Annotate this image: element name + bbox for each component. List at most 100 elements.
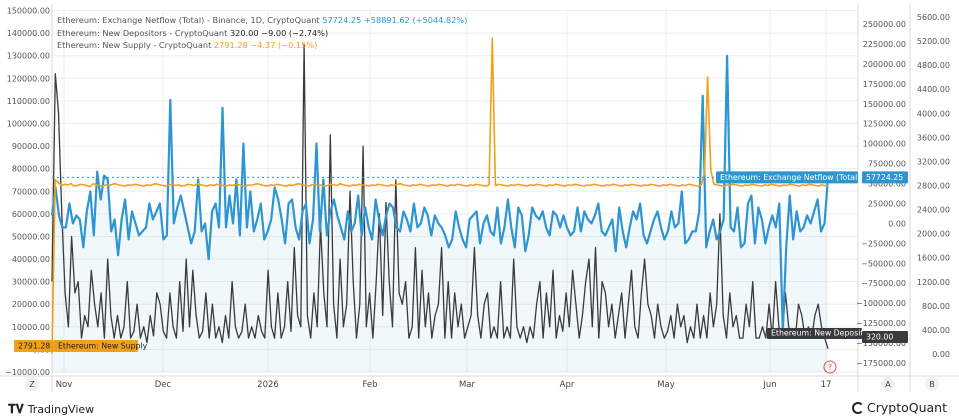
legend-change-depositors: −9.00 (−2.74%) [261, 27, 329, 38]
badge-depositors-label: Ethereum: New Depositors [767, 328, 876, 339]
right-tick-label: 2800.00 [917, 182, 950, 191]
right-tick-label: 3200.00 [917, 157, 950, 166]
x-tick-label: Mar [459, 380, 476, 390]
series-line-netflow[interactable] [50, 54, 830, 333]
x-tick-label: Feb [362, 380, 377, 390]
chart-legend: Ethereum: Exchange Netflow (Total) - Bin… [57, 14, 467, 52]
left-tick-label: 60000.00 [12, 210, 50, 219]
value-badges: Ethereum: Exchange Netflow (Total) ...57… [14, 171, 908, 352]
left-tick-label: −10000.00 [5, 368, 50, 377]
mid-tick-label: −100000.00 [856, 299, 906, 308]
right-tick-label: 1600.00 [917, 254, 950, 263]
left-tick-label: 30000.00 [12, 278, 50, 287]
legend-label-depositors: Ethereum: New Depositors - CryptoQuant [57, 27, 228, 38]
legend-row-depositors[interactable]: Ethereum: New Depositors - CryptoQuant 3… [57, 27, 467, 40]
legend-value-netflow: 57724.25 [322, 15, 362, 25]
left-tick-label: 120000.00 [7, 74, 50, 83]
legend-value-supply: 2791.28 [213, 40, 248, 50]
right-tick-label: 4800.00 [917, 61, 950, 70]
x-tick-label: 17 [821, 380, 832, 390]
zoom-button[interactable]: Z [25, 377, 39, 391]
badge-supply-value: 2791.28 [14, 340, 54, 352]
x-tick-label: Dec [155, 380, 172, 390]
left-tick-label: 80000.00 [12, 165, 50, 174]
right-tick-label: 5600.00 [917, 13, 950, 22]
mid-tick-label: 100000.00 [863, 140, 906, 149]
mid-tick-label: 150000.00 [863, 100, 906, 109]
mid-axis: 250000.00 225000.00 200000.00 175000.00 1500… [856, 20, 906, 368]
series-line-supply[interactable] [51, 37, 829, 355]
mid-tick-label: −150000.00 [856, 339, 906, 348]
left-tick-label: 140000.00 [7, 29, 50, 38]
left-tick-label: 20000.00 [12, 300, 50, 309]
help-icon[interactable]: ? [823, 360, 837, 374]
tradingview-icon: 𝐓𝐕 [8, 402, 24, 416]
right-tick-label: 4400.00 [917, 85, 950, 94]
mid-tick-label: −75000.00 [861, 279, 906, 288]
mid-tick-label: −175000.00 [856, 359, 906, 368]
mid-tick-label: 75000.00 [868, 160, 906, 169]
right-axis: 5600.00 5200.00 4800.00 4400.00 4000.00 3600.… [917, 13, 950, 359]
right-tick-label: 0.00 [932, 350, 950, 359]
right-tick-label: 800.00 [922, 302, 950, 311]
auto-scale-button-b[interactable]: B [925, 377, 939, 391]
svg-text:57724.25: 57724.25 [866, 173, 903, 182]
mid-tick-label: 250000.00 [863, 20, 906, 29]
svg-text:Ethereum: New Depositors: Ethereum: New Depositors [771, 329, 876, 338]
svg-text:Z: Z [29, 380, 35, 389]
legend-label-netflow: Ethereum: Exchange Netflow (Total) - Bin… [57, 15, 320, 25]
right-tick-label: 3600.00 [917, 133, 950, 142]
legend-row-supply[interactable]: Ethereum: New Supply - CryptoQuant 2791.… [57, 39, 467, 52]
legend-change-netflow: +58891.62 (+5044.82%) [363, 15, 468, 25]
svg-text:?: ? [828, 363, 832, 372]
mid-tick-label: 0.00 [888, 219, 906, 228]
svg-text:Ethereum: Exchange Netflow (To: Ethereum: Exchange Netflow (Total) ... [720, 173, 870, 182]
right-tick-label: 2400.00 [917, 206, 950, 215]
mid-tick-label: 50000.00 [868, 180, 906, 189]
auto-scale-button[interactable]: A [881, 377, 895, 391]
right-tick-label: 1200.00 [917, 278, 950, 287]
legend-row-netflow[interactable]: Ethereum: Exchange Netflow (Total) - Bin… [57, 14, 467, 27]
left-tick-label: 10000.00 [12, 323, 50, 332]
badge-supply-label: Ethereum: New Supply [54, 340, 148, 352]
mid-tick-label: −125000.00 [856, 319, 906, 328]
tradingview-label: TradingView [27, 403, 95, 416]
left-tick-label: 100000.00 [7, 119, 50, 128]
netflow-fill [52, 55, 828, 373]
mid-tick-label: 225000.00 [863, 40, 906, 49]
right-tick-label: 400.00 [922, 326, 950, 335]
left-tick-label: 70000.00 [12, 187, 50, 196]
svg-text:B: B [929, 380, 935, 389]
left-tick-label: 110000.00 [7, 97, 50, 106]
cryptoquant-label: CryptoQuant [867, 400, 947, 415]
x-tick-label: Nov [56, 380, 73, 390]
badge-depositors-value: 320.00 [862, 331, 908, 343]
legend-label-supply: Ethereum: New Supply - CryptoQuant [57, 40, 212, 50]
series-line-depositors[interactable] [51, 43, 829, 349]
chart-footer: Z A B? [25, 360, 939, 391]
x-axis: Nov Dec 2026 Feb Mar Apr May Jun 17 [56, 380, 832, 390]
mid-tick-label: 25000.00 [868, 199, 906, 208]
left-tick-label: 150000.00 [7, 7, 50, 16]
tradingview-logo[interactable]: 𝐓𝐕 TradingView [8, 402, 94, 417]
badge-netflow-value: 57724.25 [862, 171, 908, 184]
mid-tick-label: −50000.00 [861, 259, 906, 268]
svg-text:2791.28: 2791.28 [18, 342, 50, 351]
cryptoquant-logo[interactable]: CryptoQuant [852, 400, 947, 415]
svg-text:320.00: 320.00 [866, 333, 893, 342]
right-tick-label: 2000.00 [917, 230, 950, 239]
netflow-area [52, 55, 828, 373]
left-tick-label: 130000.00 [7, 52, 50, 61]
right-tick-label: 4000.00 [917, 109, 950, 118]
left-tick-label: 50000.00 [12, 232, 50, 241]
svg-text:A: A [885, 380, 891, 389]
mid-tick-label: 175000.00 [863, 80, 906, 89]
left-tick-label: 40000.00 [12, 255, 50, 264]
x-tick-label: 2026 [257, 380, 279, 390]
badge-netflow-label: Ethereum: Exchange Netflow (Total) ... [716, 171, 870, 184]
legend-value-depositors: 320.00 [229, 27, 259, 38]
mid-tick-label: 125000.00 [863, 120, 906, 129]
mid-tick-label: 200000.00 [863, 60, 906, 69]
x-tick-label: Jun [762, 380, 776, 390]
